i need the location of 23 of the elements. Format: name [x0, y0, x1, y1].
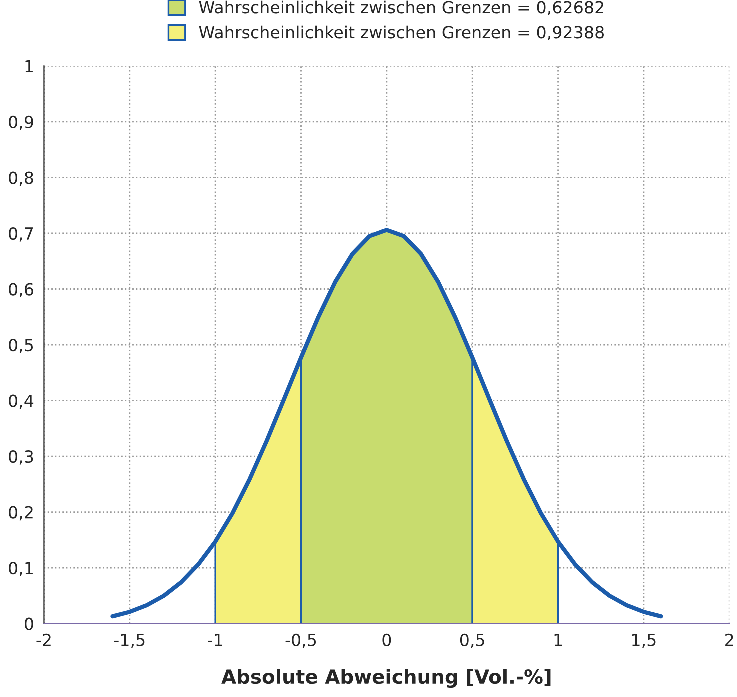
x-tick-label: -1,5: [114, 634, 145, 648]
y-tick-label: 0,2: [9, 506, 33, 521]
y-tick-label: 0,1: [9, 562, 33, 576]
x-tick-label: -2: [36, 634, 51, 646]
y-tick-label: 0,7: [9, 227, 34, 242]
x-tick-label: 0: [382, 634, 392, 646]
y-tick-label: 0,9: [9, 116, 34, 130]
x-tick-label: -1: [208, 634, 222, 646]
y-tick-label: 1: [26, 60, 33, 73]
legend-label: Wahrscheinlichkeit zwischen Grenzen = 0,92388: [199, 26, 604, 40]
x-tick-label: 1,5: [632, 634, 656, 648]
x-tick-label: 2: [726, 634, 734, 646]
legend-label: Wahrscheinlichkeit zwischen Grenzen = 0,62682: [199, 0, 604, 16]
y-tick-label: 0,5: [9, 338, 34, 354]
y-tick-label: 0,4: [9, 394, 34, 410]
x-tick-label: 1: [554, 634, 562, 646]
x-tick-label: -0,5: [286, 634, 316, 648]
y-tick-label: 0: [24, 618, 34, 630]
y-tick-label: 0,3: [9, 450, 34, 465]
y-tick-label: 0,8: [9, 172, 34, 186]
y-tick-label: 0,6: [9, 283, 34, 298]
x-axis-title: Absolute Abweichung [Vol.-%]: [222, 669, 551, 688]
x-tick-label: 0,5: [460, 634, 484, 648]
